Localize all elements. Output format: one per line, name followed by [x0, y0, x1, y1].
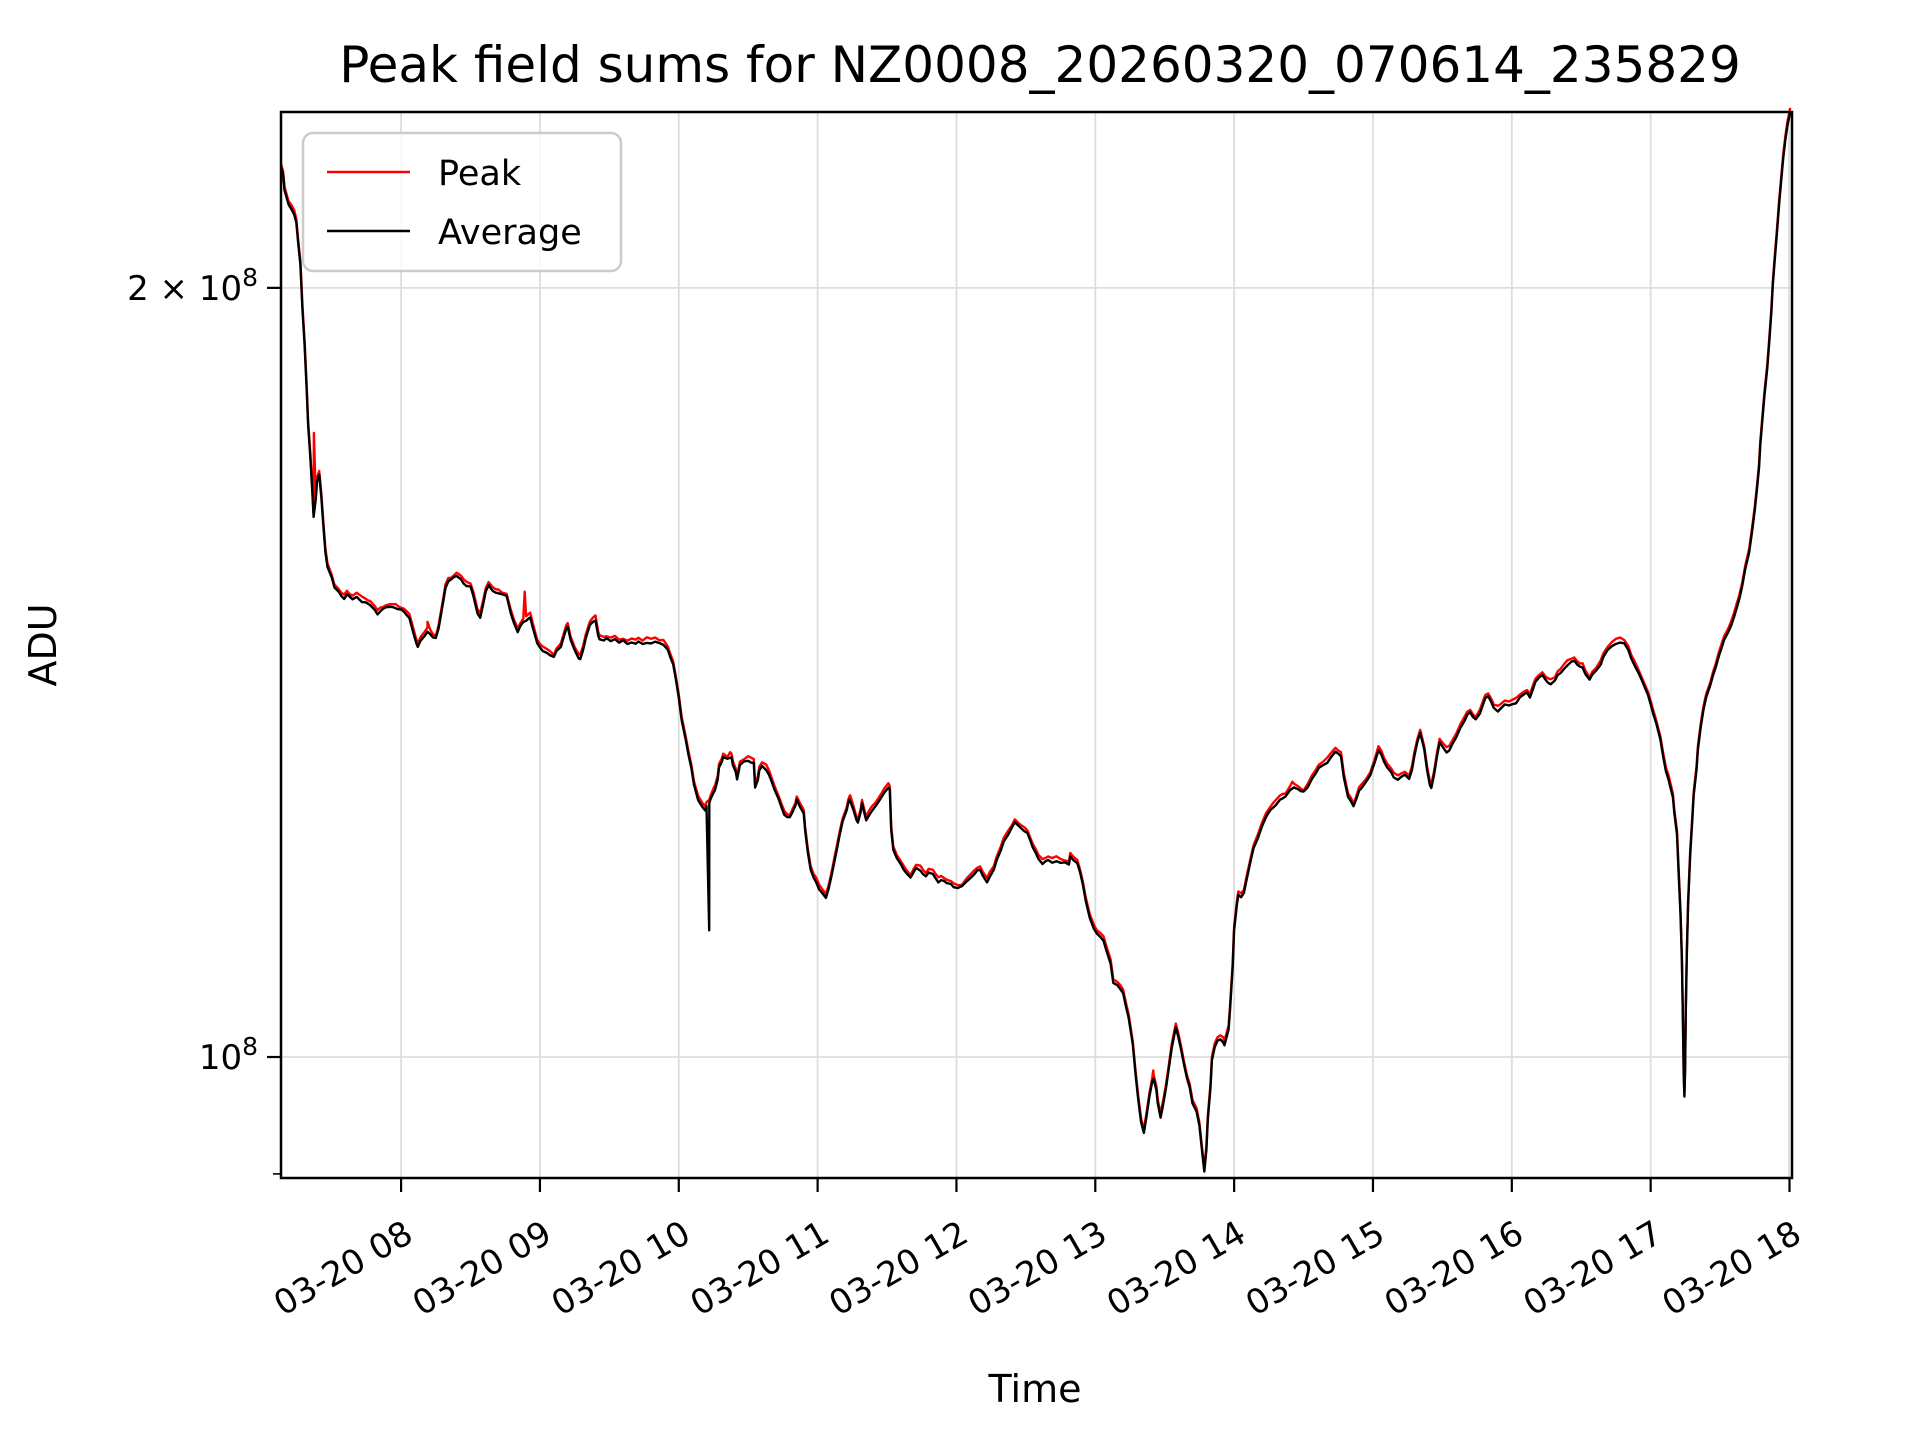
legend-label-peak: Peak [438, 154, 522, 194]
x-tick-label: 03-20 11 [684, 1213, 836, 1324]
x-tick-label: 03-20 13 [961, 1213, 1113, 1324]
y-axis-label: ADU [21, 603, 65, 686]
x-tick-label: 03-20 09 [406, 1213, 558, 1324]
legend-box [301, 131, 623, 273]
series-peak [279, 107, 1792, 1170]
plot-area [281, 112, 1792, 1178]
y-tick-label: 108 [199, 1032, 258, 1078]
y-tick-label: 2 × 108 [127, 263, 258, 309]
x-axis-label: Time [988, 1367, 1082, 1411]
series-average [279, 111, 1792, 1173]
legend-label-average: Average [438, 213, 582, 253]
x-tick-label: 03-20 08 [267, 1213, 419, 1324]
x-tick-label: 03-20 18 [1656, 1213, 1808, 1324]
x-tick-label: 03-20 12 [823, 1213, 975, 1324]
tick-layer [267, 286, 1791, 1192]
x-tick-label: 03-20 16 [1378, 1213, 1530, 1324]
x-tick-label: 03-20 17 [1517, 1213, 1669, 1324]
x-tick-label: 03-20 14 [1100, 1213, 1252, 1324]
plot-border [279, 110, 1794, 1180]
series-layer [279, 107, 1792, 1173]
legend: Peak Average [301, 131, 623, 273]
x-tick-label: 03-20 10 [545, 1213, 697, 1324]
chart-title: Peak field sums for NZ0008_20260320_0706… [339, 36, 1741, 94]
x-tick-label: 03-20 15 [1239, 1213, 1391, 1324]
